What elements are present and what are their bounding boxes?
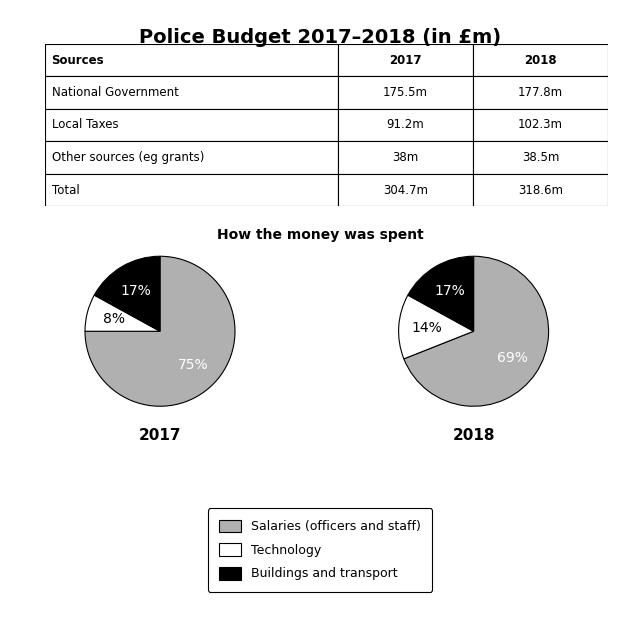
Text: Other sources (eg grants): Other sources (eg grants) xyxy=(52,151,204,164)
Text: Sources: Sources xyxy=(52,54,104,66)
Text: 91.2m: 91.2m xyxy=(387,119,424,131)
Text: 318.6m: 318.6m xyxy=(518,184,563,196)
Text: 17%: 17% xyxy=(120,284,151,298)
Wedge shape xyxy=(85,295,160,331)
Text: 2018: 2018 xyxy=(452,428,495,443)
Bar xyxy=(45,109,338,141)
Text: 17%: 17% xyxy=(434,284,465,298)
Bar xyxy=(338,141,473,174)
Text: 102.3m: 102.3m xyxy=(518,119,563,131)
Text: 14%: 14% xyxy=(411,321,442,335)
Bar xyxy=(473,174,608,206)
Text: Total: Total xyxy=(52,184,79,196)
Text: 2017: 2017 xyxy=(389,54,422,66)
Text: Local Taxes: Local Taxes xyxy=(52,119,118,131)
Wedge shape xyxy=(404,256,548,406)
Text: 177.8m: 177.8m xyxy=(518,86,563,99)
Wedge shape xyxy=(399,295,474,359)
Bar xyxy=(473,44,608,76)
Text: 75%: 75% xyxy=(178,357,209,372)
Bar xyxy=(45,174,338,206)
Bar xyxy=(45,141,338,174)
Bar xyxy=(338,174,473,206)
Text: 69%: 69% xyxy=(497,351,528,365)
Bar xyxy=(45,44,338,76)
Text: National Government: National Government xyxy=(52,86,179,99)
Text: Police Budget 2017–2018 (in £m): Police Budget 2017–2018 (in £m) xyxy=(139,28,501,47)
Legend: Salaries (officers and staff), Technology, Buildings and transport: Salaries (officers and staff), Technolog… xyxy=(207,508,433,592)
Bar xyxy=(338,109,473,141)
Bar xyxy=(338,76,473,109)
Text: 175.5m: 175.5m xyxy=(383,86,428,99)
Text: 304.7m: 304.7m xyxy=(383,184,428,196)
Text: 8%: 8% xyxy=(103,312,125,326)
Bar xyxy=(473,76,608,109)
Bar xyxy=(45,76,338,109)
Bar xyxy=(473,141,608,174)
Wedge shape xyxy=(85,256,235,406)
Text: 2018: 2018 xyxy=(524,54,557,66)
Bar xyxy=(473,109,608,141)
Bar xyxy=(338,44,473,76)
Text: 38m: 38m xyxy=(392,151,419,164)
Text: 2017: 2017 xyxy=(139,428,181,443)
Text: 38.5m: 38.5m xyxy=(522,151,559,164)
Wedge shape xyxy=(408,256,474,331)
Text: How the money was spent: How the money was spent xyxy=(216,228,424,242)
Wedge shape xyxy=(94,256,160,331)
